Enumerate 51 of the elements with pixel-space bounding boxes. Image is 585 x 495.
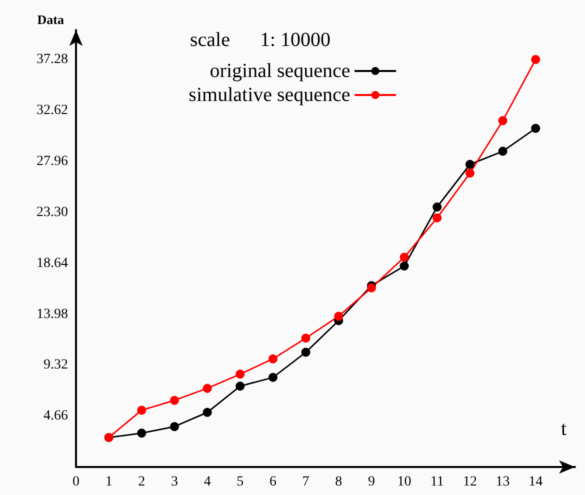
y-axis-title: Data	[37, 12, 64, 27]
y-tick-label: 37.28	[36, 52, 68, 68]
point	[137, 428, 146, 438]
x-tick-label: 7	[302, 474, 310, 490]
x-tick-label: 12	[462, 474, 477, 490]
x-tick-label: 2	[138, 474, 146, 490]
x-tick-label: 13	[496, 474, 510, 490]
point	[170, 422, 179, 432]
y-tick-label: 18.64	[36, 256, 68, 271]
point	[400, 252, 409, 262]
point	[498, 116, 508, 126]
x-tick-label: 10	[397, 474, 412, 490]
y-tick-label: 13.98	[36, 306, 68, 322]
x-tick-label: 5	[236, 474, 244, 490]
x-tick-label: 1	[105, 474, 112, 490]
point	[268, 372, 278, 382]
point	[465, 168, 474, 178]
point	[400, 261, 409, 270]
point	[531, 124, 540, 133]
point	[137, 406, 146, 415]
y-tick-label: 9.32	[44, 358, 68, 373]
point	[170, 396, 179, 405]
x-tick-label: 9	[368, 474, 375, 490]
point	[236, 382, 245, 391]
y-tick-label: 23.30	[36, 204, 68, 220]
x-axis-title: t	[561, 418, 567, 440]
point	[465, 160, 474, 169]
x-tick-label: 6	[269, 474, 276, 490]
point	[498, 146, 508, 156]
point	[202, 408, 212, 417]
x-tick-label: 3	[170, 474, 178, 490]
y-tick-label: 32.62	[36, 103, 68, 118]
point	[334, 312, 344, 321]
point	[236, 370, 245, 379]
point	[301, 334, 310, 343]
point	[432, 202, 442, 212]
x-tick-label: 4	[204, 474, 211, 490]
legend-label: simulative sequence	[188, 84, 350, 106]
x-tick-label: 14	[528, 474, 543, 490]
point	[202, 384, 212, 393]
legend-label: original sequence	[210, 60, 350, 82]
y-tick-label: 27.96	[36, 154, 68, 170]
x-tick-label: 11	[430, 474, 444, 490]
point	[268, 354, 278, 364]
y-tick-label: 4.66	[44, 408, 68, 424]
point	[432, 213, 442, 222]
x-tick-label: 0	[72, 474, 80, 490]
annotation: scale 1: 10000	[190, 29, 331, 51]
x-tick-label: 8	[335, 474, 342, 490]
point	[531, 55, 540, 64]
point	[301, 348, 310, 357]
